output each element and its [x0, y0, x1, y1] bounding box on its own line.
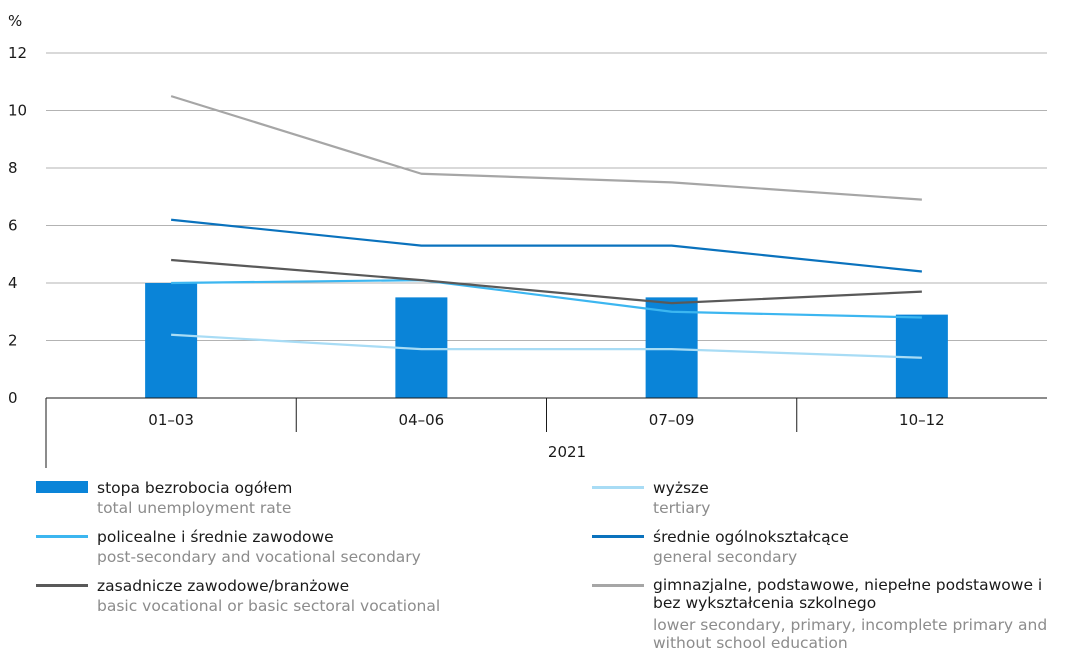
y-tick-label: 6 — [8, 217, 18, 235]
legend-swatch-lower-secondary — [592, 584, 644, 587]
legend-item-total: stopa bezrobocia ogółem total unemployme… — [36, 478, 516, 520]
legend-swatch-general-secondary — [592, 535, 644, 538]
line-post_secondary — [171, 279, 922, 319]
legend-label-en: post-secondary and vocational secondary — [97, 548, 421, 566]
legend-swatch-post-secondary — [36, 535, 88, 538]
legend-label-pl: gimnazjalne, podstawowe, niepełne podsta… — [653, 576, 1043, 612]
bars — [145, 283, 948, 398]
legend-item-post-secondary: policealne i średnie zawodowe post-secon… — [36, 527, 516, 569]
legend-label-en: tertiary — [653, 499, 711, 517]
legend-label-pl: stopa bezrobocia ogółem — [97, 479, 293, 497]
legend-label-pl: zasadnicze zawodowe/branżowe — [97, 577, 350, 595]
legend-item-general-secondary: średnie ogólnokształcące general seconda… — [592, 527, 1072, 569]
legend-label-pl: wyższe — [653, 479, 709, 497]
chart: 0 2 4 6 8 10 12 % 01–03 04–06 07–09 10–12 2021 — [8, 12, 1047, 468]
legend-label-pl: średnie ogólnokształcące — [653, 528, 849, 546]
legend-label-pl: policealne i średnie zawodowe — [97, 528, 334, 546]
y-tick-label: 4 — [8, 274, 18, 292]
line-basic_vocational — [171, 258, 922, 305]
legend: stopa bezrobocia ogółem total unemployme… — [0, 472, 1077, 662]
bar-total — [145, 283, 198, 398]
y-axis-unit: % — [8, 12, 22, 30]
x-tick-label: 10–12 — [899, 411, 945, 429]
y-tick-label: 10 — [8, 102, 27, 120]
legend-label-en: total unemployment rate — [97, 499, 292, 517]
x-axis: 01–03 04–06 07–09 10–12 — [45, 397, 1047, 468]
line-general_secondary — [171, 218, 922, 273]
y-tick-label: 0 — [8, 389, 18, 407]
x-tick-label: 01–03 — [148, 411, 194, 429]
legend-swatch-tertiary — [592, 486, 644, 489]
legend-swatch-total — [36, 481, 88, 493]
legend-item-basic-vocational: zasadnicze zawodowe/branżowe basic vocat… — [36, 576, 516, 618]
legend-label-en: general secondary — [653, 548, 798, 566]
legend-swatch-basic-vocational — [36, 584, 88, 587]
y-axis-ticks: 0 2 4 6 8 10 12 — [8, 44, 27, 407]
line-lower_secondary — [170, 95, 922, 201]
y-tick-label: 8 — [8, 159, 18, 177]
legend-label-en: basic vocational or basic sectoral vocat… — [97, 597, 441, 615]
y-tick-label: 12 — [8, 44, 27, 62]
x-tick-label: 07–09 — [649, 411, 695, 429]
x-tick-label: 04–06 — [399, 411, 445, 429]
x-axis-group-label: 2021 — [548, 443, 586, 461]
y-tick-label: 2 — [8, 332, 18, 350]
legend-label-en: lower secondary, primary, incomplete pri… — [653, 616, 1048, 652]
legend-item-lower-secondary: gimnazjalne, podstawowe, niepełne podsta… — [592, 576, 1072, 660]
legend-item-tertiary: wyższe tertiary — [592, 478, 1072, 520]
bar-total — [645, 297, 698, 398]
line-tertiary — [171, 333, 922, 359]
series-lines — [170, 95, 922, 359]
